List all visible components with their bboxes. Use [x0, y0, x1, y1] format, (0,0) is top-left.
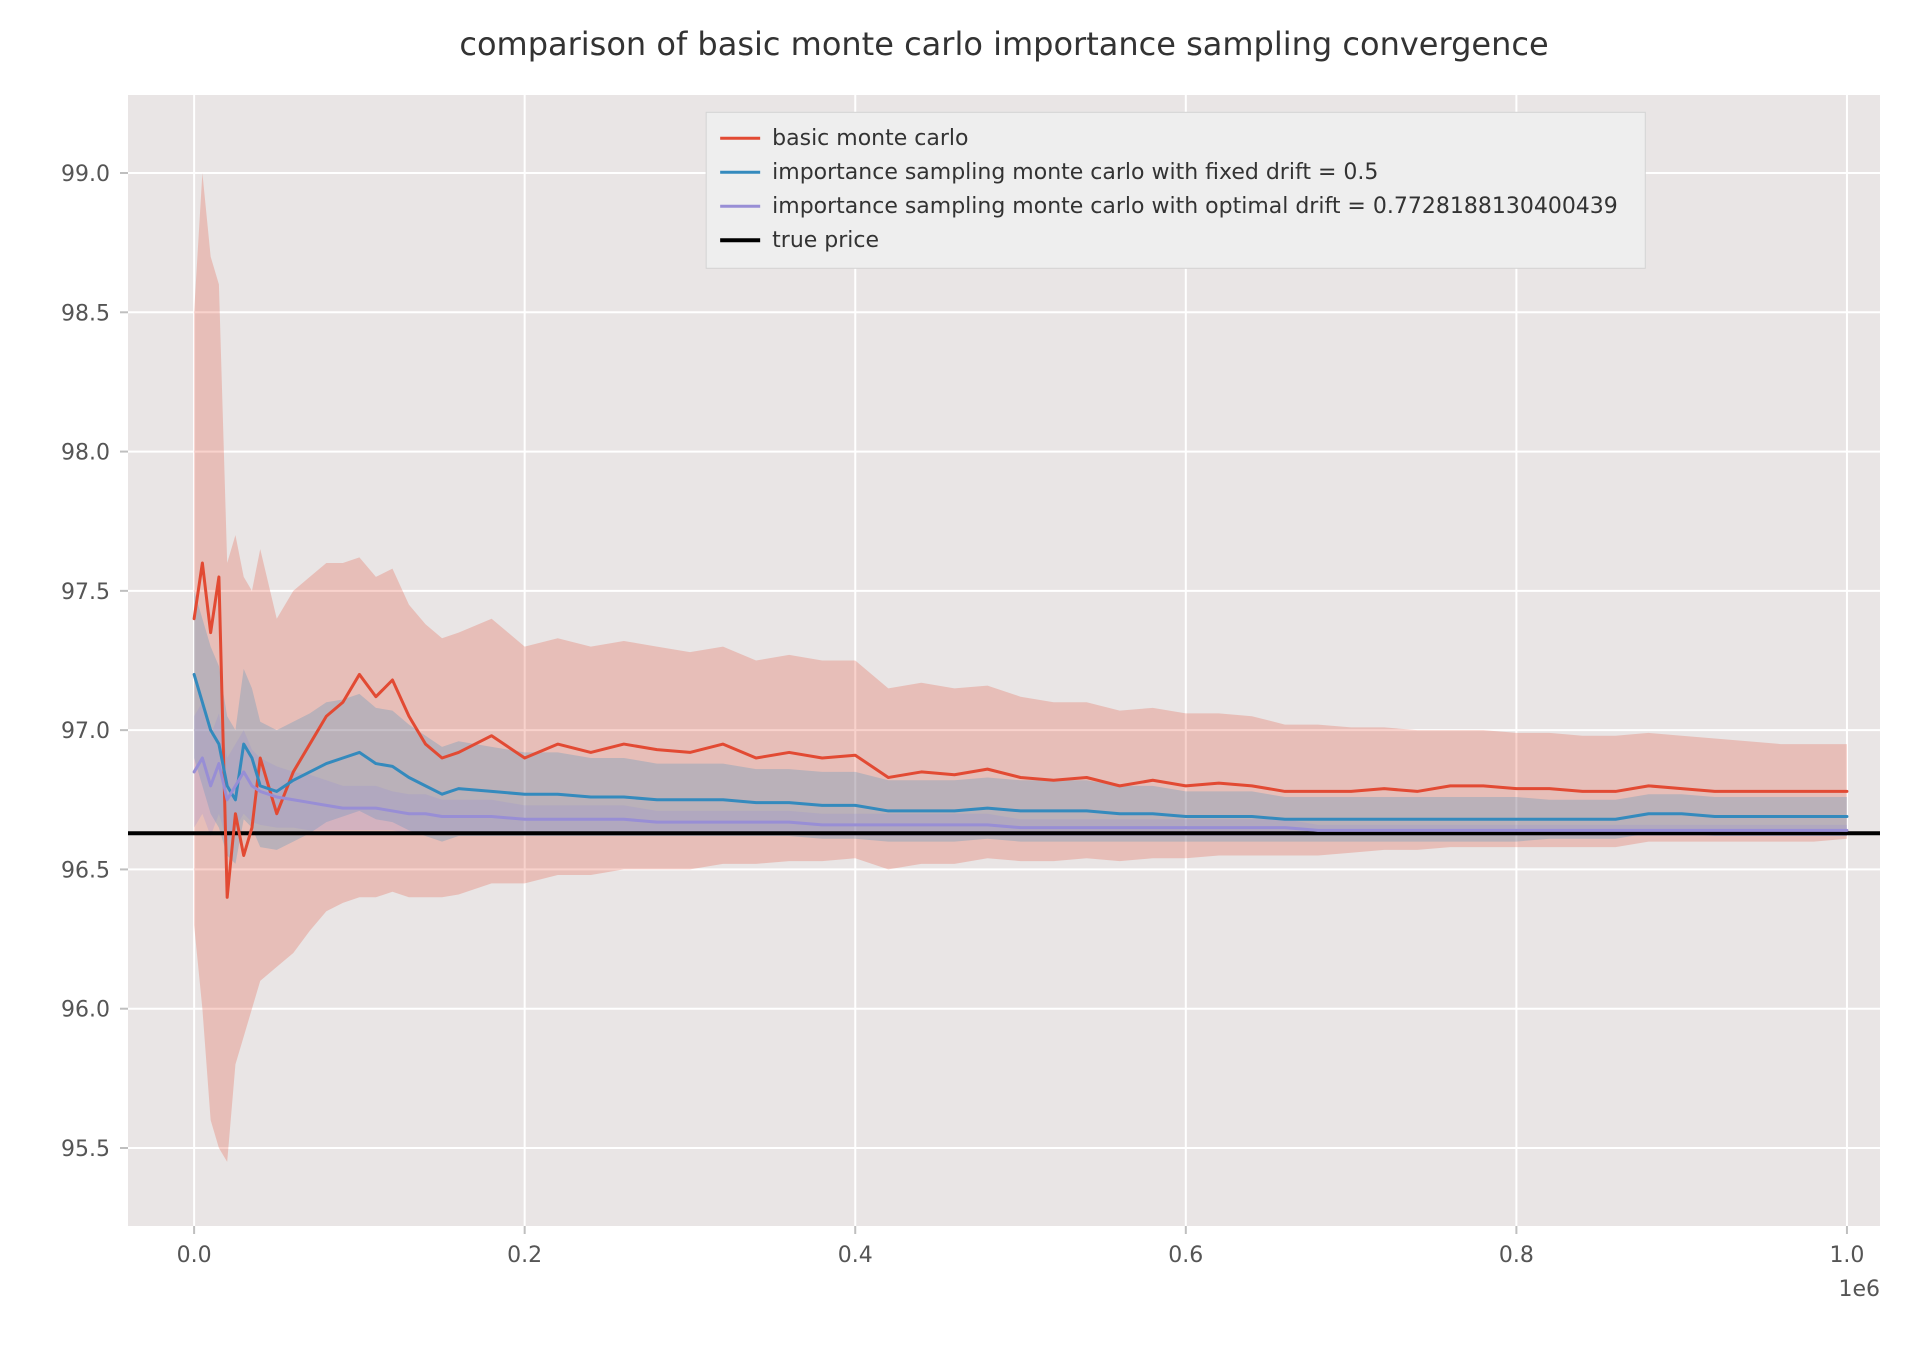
- x-tick-label: 1.0: [1829, 1243, 1864, 1268]
- y-tick-label: 95.5: [61, 1137, 110, 1162]
- chart-container: 0.0 0.2 0.4 0.6 0.8 1.0 95.5 96.0 96.5 97.0 97.5 98…: [0, 0, 1920, 1366]
- x-exp-label: 1e6: [1838, 1277, 1880, 1302]
- y-tick-label: 99.0: [61, 162, 110, 187]
- x-tick-label: 0.4: [838, 1243, 873, 1268]
- y-tick-label: 96.0: [61, 998, 110, 1023]
- legend-label: basic monte carlo: [772, 126, 968, 151]
- legend-label: importance sampling monte carlo with fix…: [772, 160, 1378, 185]
- chart-svg: 0.0 0.2 0.4 0.6 0.8 1.0 95.5 96.0 96.5 97.0 97.5 98…: [0, 0, 1920, 1366]
- x-tick-label: 0.8: [1499, 1243, 1534, 1268]
- chart-title: comparison of basic monte carlo importan…: [459, 25, 1548, 63]
- y-tick-label: 98.5: [61, 301, 110, 326]
- y-tick-label: 98.0: [61, 441, 110, 466]
- x-tick-label: 0.0: [177, 1243, 212, 1268]
- y-tick-label: 97.0: [61, 719, 110, 744]
- legend-label: importance sampling monte carlo with opt…: [772, 194, 1618, 219]
- y-tick-label: 96.5: [61, 858, 110, 883]
- y-tick-label: 97.5: [61, 580, 110, 605]
- legend-label: true price: [772, 228, 879, 253]
- x-tick-label: 0.6: [1168, 1243, 1203, 1268]
- x-tick-label: 0.2: [507, 1243, 542, 1268]
- legend: basic monte carlo importance sampling mon…: [706, 112, 1645, 268]
